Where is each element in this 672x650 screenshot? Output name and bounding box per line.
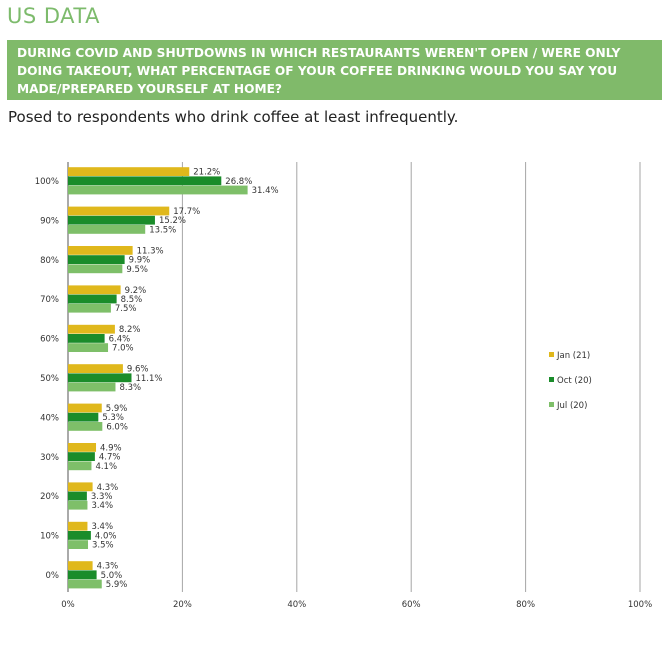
bar (68, 185, 248, 195)
bar (68, 412, 99, 422)
bar (68, 540, 89, 549)
x-tick-label: 40% (287, 600, 306, 610)
data-label: 9.9% (129, 256, 151, 266)
data-label: 5.9% (106, 404, 128, 414)
data-label: 5.9% (106, 580, 128, 590)
data-label: 3.5% (92, 541, 114, 551)
bar (68, 255, 125, 264)
legend-label: Jan (21) (556, 351, 590, 361)
data-label: 4.3% (97, 483, 119, 493)
data-label: 3.4% (91, 522, 113, 532)
bar (68, 167, 190, 176)
data-label: 7.5% (115, 304, 137, 314)
data-label: 4.1% (95, 462, 117, 472)
bar (68, 264, 123, 274)
legend-label: Oct (20) (557, 376, 592, 386)
data-label: 4.9% (100, 443, 122, 453)
data-label: 9.5% (126, 265, 148, 275)
x-tick-label: 100% (628, 600, 652, 610)
bar (68, 324, 115, 334)
bar (68, 334, 105, 343)
bar (68, 176, 222, 186)
data-label: 4.7% (99, 453, 121, 463)
bar (68, 225, 146, 234)
y-tick-label: 0% (46, 571, 60, 581)
data-label: 26.8% (225, 177, 252, 187)
bar (68, 452, 95, 461)
data-label: 9.2% (125, 286, 147, 296)
bar-chart: 0% 20% 40% 60% 80% 100% 100% 21.2% 26.8%31.4% 90%… (35, 162, 652, 610)
data-label: 3.3% (91, 492, 113, 502)
data-label: 8.2% (119, 325, 141, 335)
bar (68, 500, 88, 510)
data-label: 13.5% (149, 225, 176, 235)
bar (68, 570, 97, 580)
bar (68, 215, 155, 225)
data-label: 9.6% (127, 365, 149, 375)
bar (68, 561, 93, 570)
bar (68, 382, 116, 392)
data-label: 6.0% (106, 422, 128, 432)
y-tick-label: 60% (40, 335, 59, 345)
bar (68, 403, 102, 413)
bar (68, 294, 117, 304)
bar (68, 443, 97, 452)
bar (68, 461, 92, 471)
legend-label: Jul (20) (556, 401, 587, 411)
y-tick-label: 100% (35, 177, 59, 187)
data-label: 7.0% (112, 344, 134, 354)
data-label: 17.7% (173, 207, 200, 217)
bar (68, 373, 132, 383)
bar (68, 579, 102, 589)
data-label: 6.4% (109, 334, 131, 344)
bar (68, 206, 170, 216)
page-title: US DATA (7, 4, 100, 28)
data-label: 11.1% (135, 374, 162, 384)
legend-swatch (549, 352, 554, 357)
bar (68, 343, 109, 352)
y-tick-label: 20% (40, 492, 59, 502)
data-label: 4.0% (95, 531, 117, 541)
question-text: DURING COVID AND SHUTDOWNS IN WHICH REST… (17, 46, 621, 96)
question-banner: DURING COVID AND SHUTDOWNS IN WHICH REST… (7, 40, 662, 100)
data-label: 21.2% (193, 168, 220, 178)
y-tick-label: 10% (40, 532, 59, 542)
data-label: 4.3% (97, 562, 119, 572)
bar (68, 491, 87, 501)
legend-swatch (549, 377, 554, 382)
y-tick-label: 70% (40, 295, 59, 305)
x-tick-label: 60% (402, 600, 421, 610)
y-tick-label: 90% (40, 216, 59, 226)
y-tick-label: 50% (40, 374, 59, 384)
y-tick-label: 40% (40, 413, 59, 423)
bar (68, 531, 91, 540)
chart-subtitle: Posed to respondents who drink coffee at… (8, 108, 459, 126)
data-label: 8.3% (119, 383, 141, 393)
legend-swatch (549, 402, 554, 407)
data-label: 5.3% (102, 413, 124, 423)
bar (68, 364, 123, 373)
data-label: 3.4% (91, 501, 113, 511)
data-label: 15.2% (159, 216, 186, 226)
bar (68, 246, 133, 255)
x-tick-label: 80% (516, 600, 535, 610)
x-tick-label: 20% (173, 600, 192, 610)
bar (68, 422, 103, 431)
bar (68, 521, 88, 531)
bar (68, 285, 121, 295)
bar (68, 482, 93, 492)
bar (68, 303, 111, 313)
data-label: 11.3% (137, 246, 164, 256)
y-tick-label: 30% (40, 453, 59, 463)
x-tick-label: 0% (61, 600, 75, 610)
data-label: 8.5% (121, 295, 143, 305)
data-label: 5.0% (101, 571, 123, 581)
data-label: 31.4% (252, 186, 279, 196)
y-tick-label: 80% (40, 256, 59, 266)
